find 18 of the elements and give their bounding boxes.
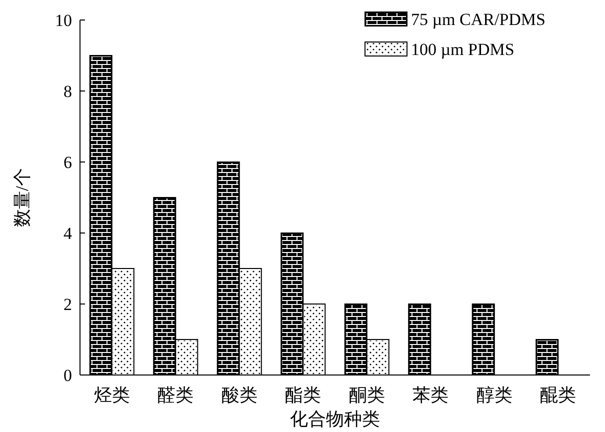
y-tick-label: 10 [55, 11, 72, 30]
legend-label: 75 µm CAR/PDMS [411, 10, 546, 29]
x-tick-label: 醇类 [476, 385, 512, 405]
x-tick-label: 烃类 [94, 385, 130, 405]
x-tick-label: 酮类 [348, 385, 385, 405]
x-tick-label: 酯类 [285, 385, 322, 405]
x-tick-label: 醌类 [540, 385, 576, 405]
y-tick-label: 0 [64, 366, 72, 385]
y-tick-label: 2 [64, 295, 72, 314]
y-tick-label: 6 [64, 153, 72, 172]
x-axis-title: 化合物种类 [290, 409, 380, 429]
x-tick-label: 酸类 [221, 385, 258, 405]
x-tick-label: 醛类 [158, 385, 194, 405]
x-tick-label: 苯类 [412, 385, 449, 405]
y-tick-label: 8 [64, 82, 72, 101]
legend-label: 100 µm PDMS [411, 40, 514, 59]
y-tick-label: 4 [64, 224, 72, 243]
y-axis-title: 数量/个 [12, 168, 32, 228]
